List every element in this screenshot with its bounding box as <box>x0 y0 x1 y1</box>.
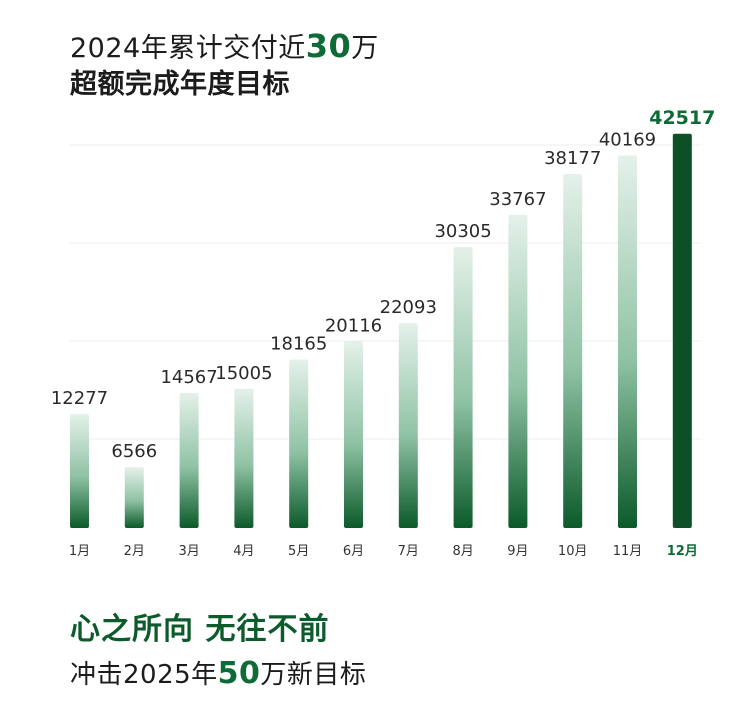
headline-line1: 2024年累计交付近30万 <box>70 26 379 66</box>
x-tick-label: 12月 <box>667 544 698 559</box>
value-label: 42517 <box>649 107 715 129</box>
bar-5月 <box>289 359 309 528</box>
bar-8月 <box>453 246 473 529</box>
headline-line1-prefix: 2024年累计交付近 <box>70 33 306 64</box>
value-label: 6566 <box>111 441 157 462</box>
x-tick-label: 5月 <box>288 544 309 559</box>
grid-lines <box>70 144 700 440</box>
value-label: 12277 <box>51 388 108 409</box>
bar-12月 <box>672 133 692 528</box>
value-label: 30305 <box>434 221 491 242</box>
x-tick-label: 9月 <box>507 544 528 559</box>
bar-4月 <box>234 388 254 528</box>
bars <box>70 133 692 529</box>
x-tick-label: 2月 <box>124 544 145 559</box>
footer: 心之所向 无往不前 冲击2025年50万新目标 <box>70 612 366 691</box>
value-label: 40169 <box>599 130 656 151</box>
goal-text: 冲击2025年50万新目标 <box>70 654 366 691</box>
x-tick-label: 4月 <box>233 544 254 559</box>
slogan: 心之所向 无往不前 <box>70 612 330 647</box>
x-tick-label: 1月 <box>69 544 90 559</box>
x-tick-label: 7月 <box>398 544 419 559</box>
headline-line1-suffix: 万 <box>351 33 379 64</box>
x-tick-label: 11月 <box>613 544 643 559</box>
bar-9月 <box>508 214 528 528</box>
bar-11月 <box>618 155 637 529</box>
value-label: 38177 <box>544 148 601 169</box>
goal-number: 50 <box>217 656 261 691</box>
x-tick-label: 3月 <box>178 544 199 559</box>
headline-line2: 超额完成年度目标 <box>70 69 290 100</box>
x-tick-label: 8月 <box>452 544 473 559</box>
value-label: 15005 <box>215 363 272 384</box>
bar-10月 <box>563 173 583 528</box>
value-label: 33767 <box>489 189 546 210</box>
headline: 2024年累计交付近30万 超额完成年度目标 <box>70 26 379 102</box>
value-label: 22093 <box>380 297 437 318</box>
headline-line1-number: 30 <box>305 27 352 65</box>
bar-2月 <box>124 467 144 528</box>
bar-6月 <box>344 341 363 528</box>
goal-suffix: 万新目标 <box>260 660 367 690</box>
x-tick-label: 10月 <box>558 544 588 559</box>
value-label: 20116 <box>325 315 382 336</box>
goal-prefix: 冲击2025年 <box>70 660 218 690</box>
value-label: 18165 <box>270 334 327 355</box>
value-label: 14567 <box>160 367 217 388</box>
bar-3月 <box>179 392 199 528</box>
bar-1月 <box>70 414 89 528</box>
x-axis-ticks: 1月 2月 3月 4月 5月 6月 7月 8月 9月 10月 11月 12月 <box>69 544 698 559</box>
bar-7月 <box>398 323 418 528</box>
x-tick-label: 6月 <box>343 544 364 559</box>
